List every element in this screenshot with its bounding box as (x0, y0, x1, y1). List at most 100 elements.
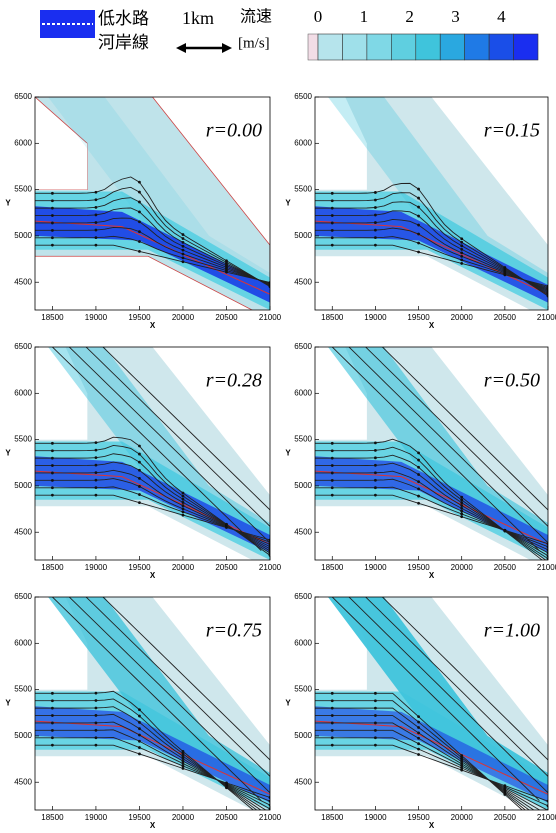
streamline (315, 744, 548, 802)
streamline-dot (225, 522, 228, 526)
y-tick-label: 5000 (294, 731, 312, 740)
streamline-dot (225, 786, 228, 790)
y-tick-label: 5500 (294, 685, 312, 694)
streamline-dot (330, 464, 334, 467)
y-tick-label: 5000 (14, 231, 32, 240)
streamline-dot (330, 206, 334, 210)
x-tick-label: 20500 (494, 313, 517, 322)
streamline-dot (138, 739, 141, 743)
streamline-dot (460, 254, 464, 258)
streamline-dot (330, 743, 334, 747)
x-tick-label: 19500 (407, 313, 430, 322)
streamline-dot (330, 191, 334, 195)
y-tick-label: 5000 (294, 481, 312, 490)
streamline-dot (94, 456, 98, 460)
streamline-dot (94, 213, 98, 217)
streamline-dot (330, 221, 334, 225)
streamline-dot (417, 232, 420, 236)
streamline-dot (225, 259, 228, 263)
streamline-dot (460, 495, 464, 499)
streamline-dot (330, 721, 334, 725)
streamline-dot (374, 221, 377, 224)
streamline (35, 706, 262, 810)
x-tick-label: 20000 (172, 313, 195, 322)
streamline-dot (94, 736, 98, 740)
streamline-dot (181, 248, 185, 252)
streamline-dot (138, 720, 141, 724)
streamline-dot (417, 736, 420, 740)
streamline-dot (374, 236, 377, 240)
streamline-dot (94, 721, 98, 725)
streamline-dot (94, 448, 98, 452)
streamline-dot (374, 714, 377, 717)
colorbar-cell (307, 33, 319, 61)
streamline (68, 597, 270, 794)
streamline-dot (138, 220, 141, 224)
streamline-dot (460, 247, 464, 251)
y-tick-label: 4500 (14, 277, 32, 286)
streamline (35, 226, 270, 285)
x-tick-label: 20000 (172, 813, 195, 822)
streamline-dot (181, 764, 185, 768)
y-tick-label: 4500 (14, 527, 32, 536)
x-tick-label: 18500 (41, 813, 64, 822)
streamline-dot (374, 743, 377, 747)
diagonal-flow (48, 97, 270, 297)
streamline-dot (330, 699, 334, 703)
streamline-dot (460, 760, 464, 764)
streamline-dot (138, 752, 141, 756)
streamline (315, 244, 548, 287)
x-tick-label: 18500 (321, 563, 344, 572)
streamline-dot (374, 721, 377, 725)
streamline-dot (374, 191, 377, 194)
streamline-dot (417, 241, 420, 245)
panel-label: r=1.00 (484, 620, 540, 642)
y-tick-label: 6000 (14, 638, 32, 647)
streamline (315, 236, 548, 289)
streamline-dot (460, 756, 464, 760)
streamline-dot (138, 240, 141, 243)
streamline-dot (417, 726, 420, 729)
streamline-dot (460, 754, 464, 757)
streamline-dot (181, 501, 185, 504)
streamline-dot (51, 243, 54, 247)
streamline-dot (417, 214, 420, 218)
streamline-dot (460, 515, 464, 519)
streamline-dot (94, 478, 98, 482)
streamline-dot (181, 504, 185, 508)
streamline-dot (181, 510, 185, 514)
streamline-dot (94, 743, 98, 747)
plot-frame (34, 596, 271, 811)
x-tick-label: 19500 (128, 313, 151, 322)
streamline-dot (417, 480, 420, 484)
streamline (102, 347, 270, 511)
y-tick-label: 6500 (14, 92, 32, 101)
streamline-dot (374, 493, 377, 497)
x-tick-label: 18500 (41, 313, 64, 322)
streamline-dot (138, 190, 141, 194)
streamline-dot (51, 199, 54, 203)
y-tick-label: 4500 (14, 777, 32, 786)
plot-frame (314, 346, 549, 561)
streamline-dot (94, 699, 98, 702)
streamline-dot (460, 244, 464, 248)
colorbar-cell (317, 33, 343, 61)
flow-field (315, 347, 548, 560)
streamline-dot (330, 449, 334, 453)
streamline (315, 722, 541, 810)
streamline-dot (181, 491, 185, 495)
streamline (35, 197, 270, 286)
streamline-dot (417, 451, 420, 455)
streamline (35, 176, 270, 288)
y-tick-label: 6500 (14, 592, 32, 601)
streamline-dot (51, 221, 54, 225)
streamline-dot (460, 758, 464, 762)
y-axis-label: Y (5, 199, 11, 208)
y-tick-label: 6000 (294, 388, 312, 397)
x-tick-label: 21000 (259, 813, 282, 822)
panel-label: r=0.00 (206, 120, 262, 142)
x-tick-label: 19000 (364, 563, 387, 572)
streamline-dot (417, 487, 420, 491)
streamline-dot (417, 747, 420, 751)
streamline-dot (330, 478, 334, 482)
